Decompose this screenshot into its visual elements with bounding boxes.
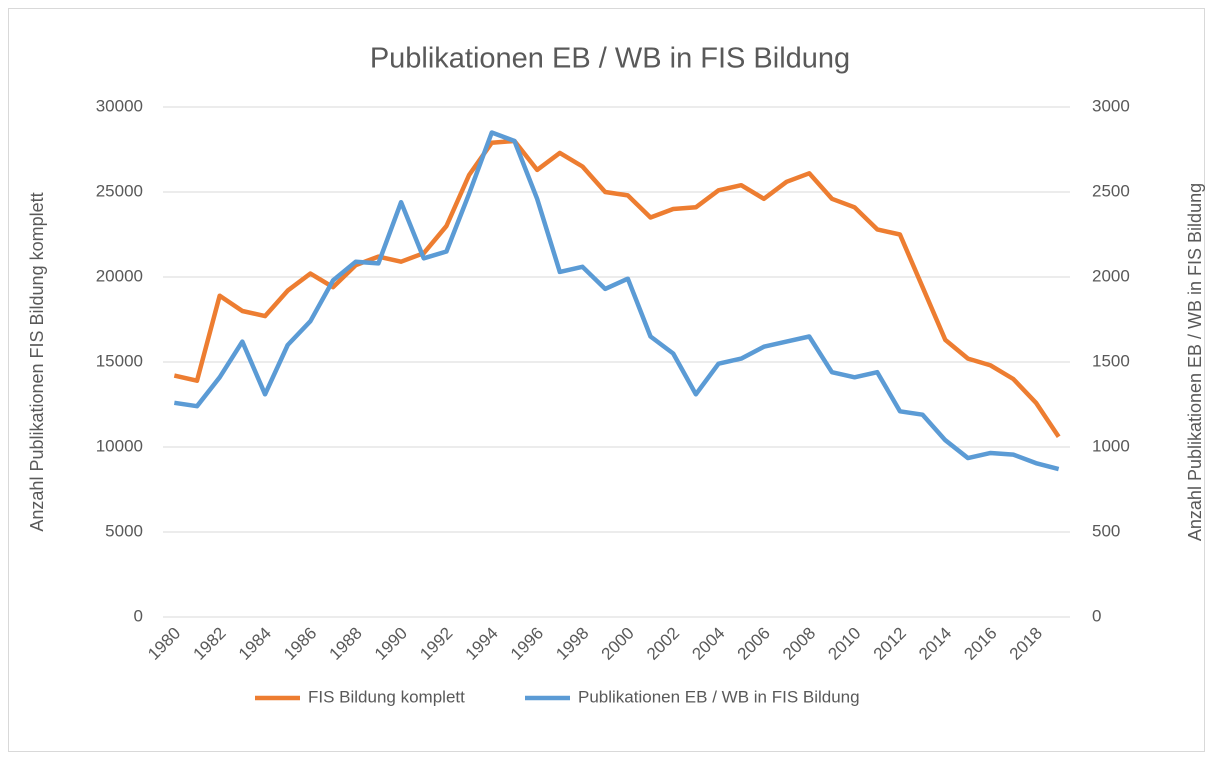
y2-tick-label: 1000 [1092, 436, 1130, 455]
y2-tick-label: 3000 [1092, 96, 1130, 115]
y-tick-label: 15000 [96, 351, 143, 370]
y-tick-label: 10000 [96, 436, 143, 455]
legend-label: FIS Bildung komplett [308, 687, 465, 706]
chart-title: Publikationen EB / WB in FIS Bildung [370, 43, 850, 75]
y-axis-title: Anzahl Publikationen FIS Bildung komplet… [27, 192, 47, 531]
y2-tick-label: 500 [1092, 521, 1120, 540]
y-tick-label: 30000 [96, 96, 143, 115]
y2-tick-label: 0 [1092, 606, 1101, 625]
y-tick-label: 0 [134, 606, 143, 625]
y2-tick-label: 2000 [1092, 266, 1130, 285]
series-line [174, 130, 1060, 472]
series-line [173, 138, 1061, 439]
y2-tick-label: 2500 [1092, 181, 1130, 200]
y-tick-label: 5000 [105, 521, 143, 540]
legend-label: Publikationen EB / WB in FIS Bildung [578, 687, 860, 706]
y2-axis-title: Anzahl Publikationen EB / WB in FIS Bild… [1185, 183, 1205, 541]
chart-border [8, 8, 1205, 752]
y-tick-label: 20000 [96, 266, 143, 285]
y-tick-label: 25000 [96, 181, 143, 200]
y2-tick-label: 1500 [1092, 351, 1130, 370]
